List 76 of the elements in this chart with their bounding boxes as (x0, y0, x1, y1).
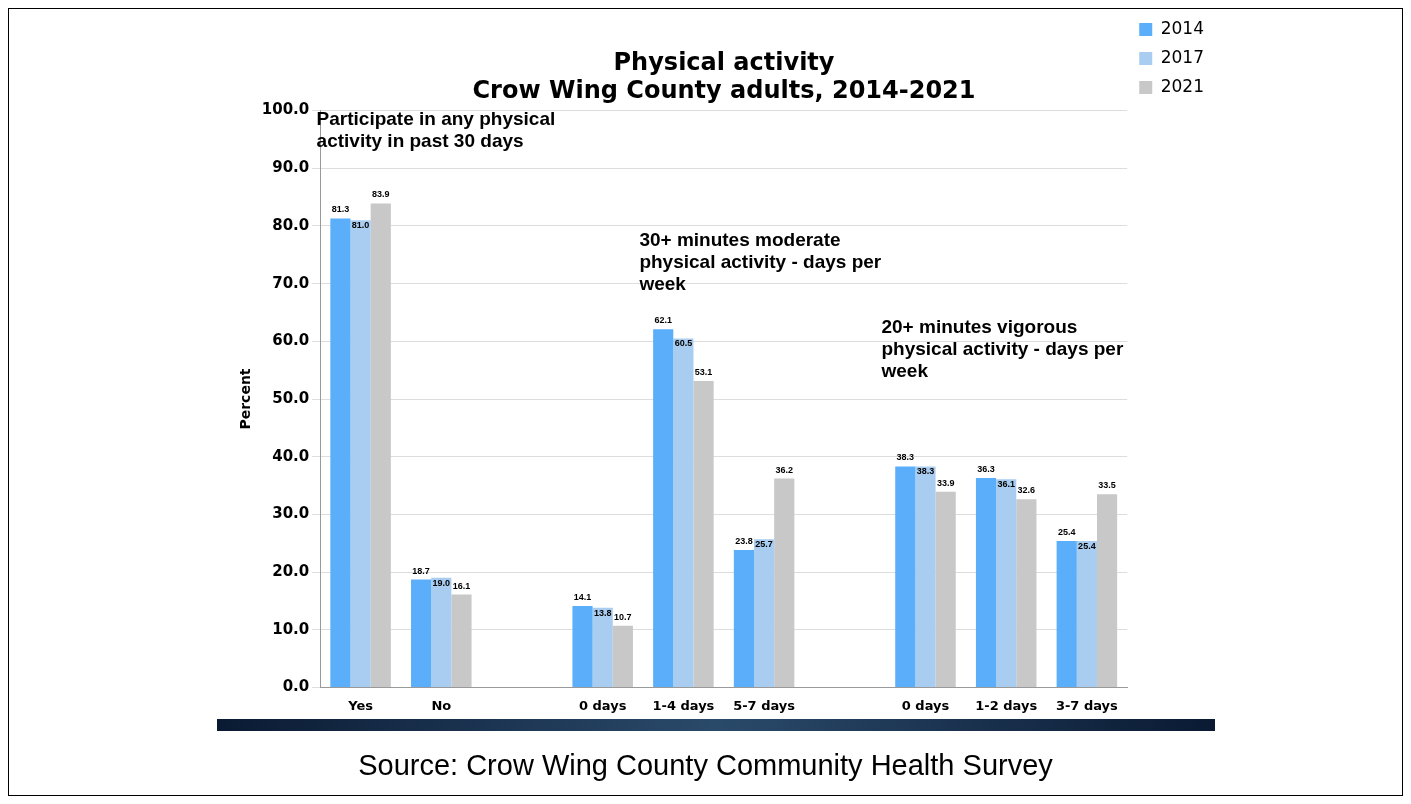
data-label: 81.0 (351, 220, 370, 231)
x-tick-label: Yes (347, 697, 374, 713)
legend-label: 2014 (1160, 17, 1204, 38)
data-label: 10.7 (614, 611, 632, 622)
data-label: 25.4 (1078, 540, 1096, 551)
data-label: 14.1 (573, 592, 592, 603)
source-note: Source: Crow Wing County Community Health Survey (357, 749, 1054, 782)
data-label: 33.9 (936, 477, 955, 488)
x-tick-label: 1-4 days (652, 697, 715, 713)
bar (693, 381, 714, 687)
bar (1096, 494, 1118, 687)
bar (330, 218, 351, 687)
data-label: 19.0 (432, 577, 451, 588)
legend-label: 2021 (1160, 75, 1204, 96)
chart-title: Physical activity Crow Wing County adults, 2014-2021 (472, 47, 976, 105)
x-tick-label: 0 days (901, 697, 950, 713)
bar (653, 329, 674, 687)
bar (895, 466, 916, 687)
data-label: 13.8 (593, 607, 612, 618)
y-tick-label: 0.0 (282, 677, 310, 696)
data-label: 16.1 (452, 580, 471, 591)
data-label: 23.8 (735, 536, 753, 547)
bar (350, 220, 371, 687)
bar (996, 479, 1017, 687)
x-tick-label: 5-7 days (733, 697, 796, 713)
data-label: 25.7 (755, 539, 773, 550)
y-tick-label: 10.0 (272, 619, 310, 638)
y-axis-title: Percent (237, 368, 254, 430)
data-label: 32.6 (1017, 485, 1036, 496)
y-tick-label: 40.0 (272, 446, 310, 465)
x-tick-label: 3-7 days (1055, 697, 1119, 713)
y-tick-label: 60.0 (272, 331, 310, 350)
bar (975, 478, 997, 687)
data-label: 60.5 (674, 338, 693, 349)
y-tick-label: 20.0 (272, 561, 310, 580)
bar (733, 550, 754, 687)
y-tick-label: 100.0 (261, 100, 310, 119)
annotation: Participate in any physical activity in past 30 days (316, 108, 556, 152)
y-tick-label: 80.0 (272, 215, 310, 234)
x-tick-label: 1-2 days (975, 697, 1038, 713)
data-label: 38.3 (916, 466, 935, 477)
bar (1076, 540, 1097, 687)
annotation: 30+ minutes moderate physical activity - days per week (638, 229, 882, 295)
data-label: 36.3 (977, 464, 995, 475)
bar (411, 579, 432, 687)
y-tick-label: 30.0 (272, 504, 310, 523)
data-label: 18.7 (412, 565, 430, 576)
data-label: 25.4 (1057, 526, 1076, 537)
data-label: 83.9 (372, 189, 390, 200)
bar (370, 203, 391, 687)
data-label: 53.1 (694, 367, 713, 378)
data-label: 33.5 (1098, 480, 1116, 491)
y-tick-label: 90.0 (272, 158, 310, 177)
bar (673, 338, 694, 687)
data-label: 62.1 (654, 315, 672, 326)
annotation: 20+ minutes vigorous physical activity - days per week (880, 315, 1124, 381)
data-label: 38.3 (896, 452, 915, 463)
data-label: 36.1 (997, 479, 1015, 490)
bar (592, 607, 613, 687)
bar (935, 491, 956, 687)
bar (451, 594, 472, 687)
data-label: 36.2 (775, 464, 794, 475)
legend-label: 2017 (1160, 46, 1204, 67)
bar (1016, 499, 1037, 687)
bar (774, 478, 795, 687)
bar (431, 577, 452, 687)
bar (754, 539, 775, 687)
bar (612, 625, 633, 687)
bar (1056, 540, 1077, 687)
bar (572, 606, 593, 687)
x-tick-label: No (431, 697, 452, 713)
x-tick-label: 0 days (578, 697, 627, 713)
y-tick-label: 70.0 (272, 273, 310, 292)
bar (915, 466, 936, 687)
y-tick-label: 50.0 (272, 388, 310, 407)
data-label: 81.3 (331, 204, 350, 215)
